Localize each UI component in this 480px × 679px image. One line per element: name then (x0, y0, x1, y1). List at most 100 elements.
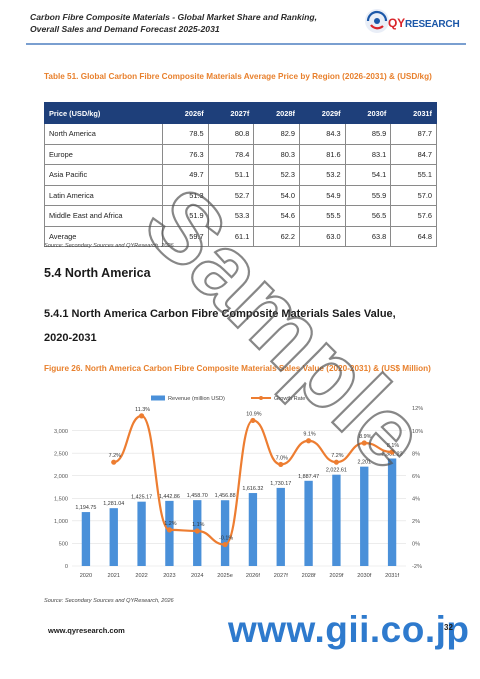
price-cell: 64.8 (390, 225, 437, 247)
price-cell: 55.5 (298, 205, 346, 227)
x-tick-label: 2027f (274, 573, 288, 579)
region-cell: Europe (44, 143, 163, 165)
y-tick-label: 1,500 (54, 496, 68, 502)
price-cell: 84.7 (390, 143, 437, 165)
growth-label: 7.2% (331, 453, 343, 459)
figure-source: Source: Secondary Sources and QYResearch… (44, 598, 174, 604)
growth-label: 7.0% (276, 455, 288, 461)
price-cell: 52.3 (253, 164, 300, 186)
y-tick-label: 500 (59, 542, 68, 548)
bar (332, 474, 341, 566)
price-cell: 52.7 (207, 184, 255, 206)
x-tick-label: 2021 (108, 573, 120, 579)
report-title-line2: Overall Sales and Demand Forecast 2025-2… (30, 23, 220, 34)
region-cell: Middle East and Africa (44, 205, 163, 227)
x-tick-label: 2024 (191, 573, 203, 579)
bar-value-label: 1,456.88 (215, 493, 236, 499)
sales-value-chart: 0 500 1,000 1,500 2,000 2,500 3,000 -2% 0% 2% 4% 6%… (54, 395, 423, 579)
growth-label: 11.3% (135, 407, 150, 413)
bar (81, 512, 91, 566)
table-row: Asia Pacific 49.7 51.1 52.3 53.2 54.1 55.1 (44, 164, 437, 186)
growth-label: 1.1% (192, 522, 204, 528)
price-cell: 51.3 (162, 184, 209, 206)
region-cell: Asia Pacific (44, 164, 163, 186)
growth-marker (222, 541, 228, 548)
y2-tick-label: 2% (412, 519, 420, 525)
table-header-cell: 2031f (390, 102, 437, 124)
table-header-cell: 2029f (298, 102, 346, 124)
logo-research: RESEARCH (404, 19, 460, 30)
bar-value-label: 1,194.75 (75, 505, 96, 511)
legend-label-growth: Growth Rate (274, 396, 305, 402)
x-tick-label: 2030f (357, 573, 371, 579)
growth-marker (305, 438, 312, 444)
price-cell: 83.1 (344, 143, 392, 165)
price-cell: 63.8 (344, 225, 392, 247)
growth-marker (194, 528, 200, 534)
growth-marker (138, 413, 145, 419)
legend-label-revenue: Revenue (million USD) (168, 396, 225, 402)
header-divider (26, 43, 466, 45)
price-cell: 62.2 (253, 225, 300, 247)
bar (276, 487, 285, 566)
table-source: Source: Secondary Sources and QYResearch… (44, 243, 174, 249)
y2-tick-label: -2% (412, 564, 422, 570)
table-caption: Table 51. Global Carbon Fibre Composite … (44, 72, 432, 81)
y2-tick-label: 10% (412, 429, 423, 435)
figure-caption: Figure 26. North America Carbon Fibre Co… (44, 364, 431, 373)
section-heading-line2: 2020-2031 (44, 332, 97, 344)
y2-tick-label: 6% (412, 474, 420, 480)
region-cell: Average (44, 225, 163, 247)
price-cell: 84.3 (298, 123, 346, 145)
price-cell: 53.3 (207, 205, 255, 227)
x-tick-label: 2029f (329, 573, 343, 579)
section-heading-5-4-1: 5.4.1 North America Carbon Fibre Composi… (44, 302, 444, 350)
gii-logo-text: www.gii.co.jp (228, 609, 470, 650)
section-heading-5-4: 5.4 North America (44, 266, 151, 280)
price-table: Price (USD/kg) 2026f 2027f 2028f 2029f 2… (44, 102, 437, 247)
growth-label: -0.1% (219, 536, 233, 542)
growth-label: 8.9% (359, 434, 371, 440)
bar-value-label: 1,425.17 (131, 495, 152, 501)
table-header-cell: 2030f (344, 102, 392, 124)
price-cell: 54.6 (253, 205, 300, 227)
report-title: Carbon Fibre Composite Materials - Globa… (30, 12, 350, 35)
y2-tick-label: 0% (412, 542, 420, 548)
bar-value-label: 2,201 (358, 460, 372, 466)
bar-value-label: 1,887.47 (298, 474, 319, 480)
x-tick-label: 2028f (302, 573, 316, 579)
table-row: Latin America 51.3 52.7 54.0 54.9 55.9 57.0 (44, 184, 437, 206)
price-cell: 54.0 (253, 184, 300, 206)
x-tick-label: 2026f (246, 573, 260, 579)
bar (109, 508, 118, 566)
price-cell: 81.6 (298, 143, 346, 165)
price-cell: 61.1 (207, 225, 255, 247)
x-tick-label: 2025e (217, 573, 233, 579)
growth-label: 9.1% (303, 432, 315, 438)
growth-marker (361, 440, 367, 446)
growth-marker (111, 459, 117, 465)
price-cell: 51.9 (162, 205, 209, 227)
price-cell: 49.7 (162, 164, 209, 186)
price-cell: 54.1 (344, 164, 392, 186)
price-cell: 57.0 (390, 184, 437, 206)
region-cell: North America (44, 123, 163, 145)
y2-tick-label: 12% (412, 406, 423, 412)
x-tick-label: 2023 (163, 573, 175, 579)
price-cell: 87.7 (390, 123, 437, 145)
bar-value-label: 1,458.70 (187, 493, 208, 499)
y-tick-label: 0 (65, 564, 68, 570)
table-row: Middle East and Africa 51.9 53.3 54.6 55.5 56… (44, 205, 437, 227)
table-row: Europe 76.3 78.4 80.3 81.6 83.1 84.7 (44, 143, 437, 165)
table-header-row: Price (USD/kg) 2026f 2027f 2028f 2029f 2… (44, 102, 437, 124)
price-cell: 56.5 (344, 205, 392, 227)
bar (387, 458, 397, 566)
growth-marker (333, 459, 340, 465)
table-header-cell: 2026f (162, 102, 209, 124)
bar-value-label: 1,616.32 (242, 486, 263, 492)
logo-q: QY (388, 16, 405, 30)
page-header: Carbon Fibre Composite Materials - Globa… (0, 0, 480, 45)
legend-marker-growth (259, 396, 263, 400)
footer-url[interactable]: www.qyresearch.com (48, 626, 125, 635)
growth-label: 10.9% (246, 411, 261, 417)
